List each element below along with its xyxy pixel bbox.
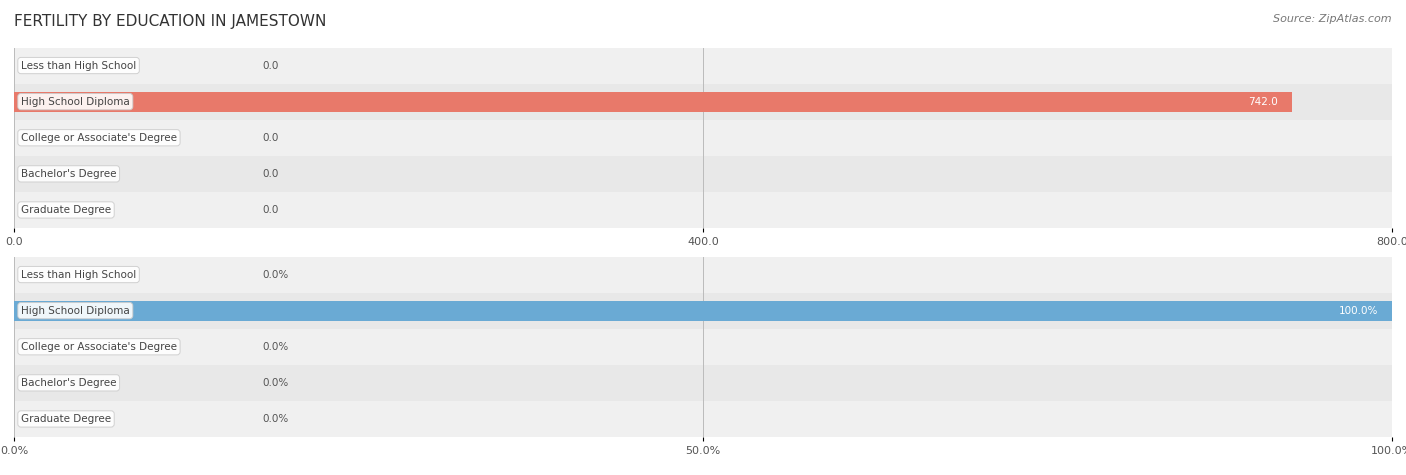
Text: 0.0: 0.0 — [262, 133, 278, 143]
Text: 0.0%: 0.0% — [262, 414, 288, 424]
Bar — [14, 48, 1392, 84]
Bar — [14, 301, 1392, 321]
Text: 0.0: 0.0 — [262, 205, 278, 215]
Bar — [14, 293, 1392, 329]
Text: 0.0%: 0.0% — [262, 378, 288, 388]
Bar — [14, 92, 1292, 112]
Text: Bachelor's Degree: Bachelor's Degree — [21, 378, 117, 388]
Text: Bachelor's Degree: Bachelor's Degree — [21, 169, 117, 179]
Bar — [14, 329, 1392, 365]
Text: FERTILITY BY EDUCATION IN JAMESTOWN: FERTILITY BY EDUCATION IN JAMESTOWN — [14, 14, 326, 29]
Text: College or Associate's Degree: College or Associate's Degree — [21, 133, 177, 143]
Text: 0.0: 0.0 — [262, 60, 278, 71]
Text: 100.0%: 100.0% — [1339, 305, 1378, 316]
Bar — [14, 120, 1392, 156]
Text: Source: ZipAtlas.com: Source: ZipAtlas.com — [1274, 14, 1392, 24]
Text: College or Associate's Degree: College or Associate's Degree — [21, 342, 177, 352]
Text: 742.0: 742.0 — [1249, 96, 1278, 107]
Text: Less than High School: Less than High School — [21, 60, 136, 71]
Bar — [14, 156, 1392, 192]
Text: Graduate Degree: Graduate Degree — [21, 205, 111, 215]
Text: High School Diploma: High School Diploma — [21, 96, 129, 107]
Bar — [14, 401, 1392, 437]
Text: Graduate Degree: Graduate Degree — [21, 414, 111, 424]
Bar — [14, 192, 1392, 228]
Text: High School Diploma: High School Diploma — [21, 305, 129, 316]
Text: 0.0%: 0.0% — [262, 269, 288, 280]
Bar — [14, 84, 1392, 120]
Text: 0.0: 0.0 — [262, 169, 278, 179]
Text: Less than High School: Less than High School — [21, 269, 136, 280]
Text: 0.0%: 0.0% — [262, 342, 288, 352]
Bar — [14, 256, 1392, 293]
Bar — [14, 365, 1392, 401]
